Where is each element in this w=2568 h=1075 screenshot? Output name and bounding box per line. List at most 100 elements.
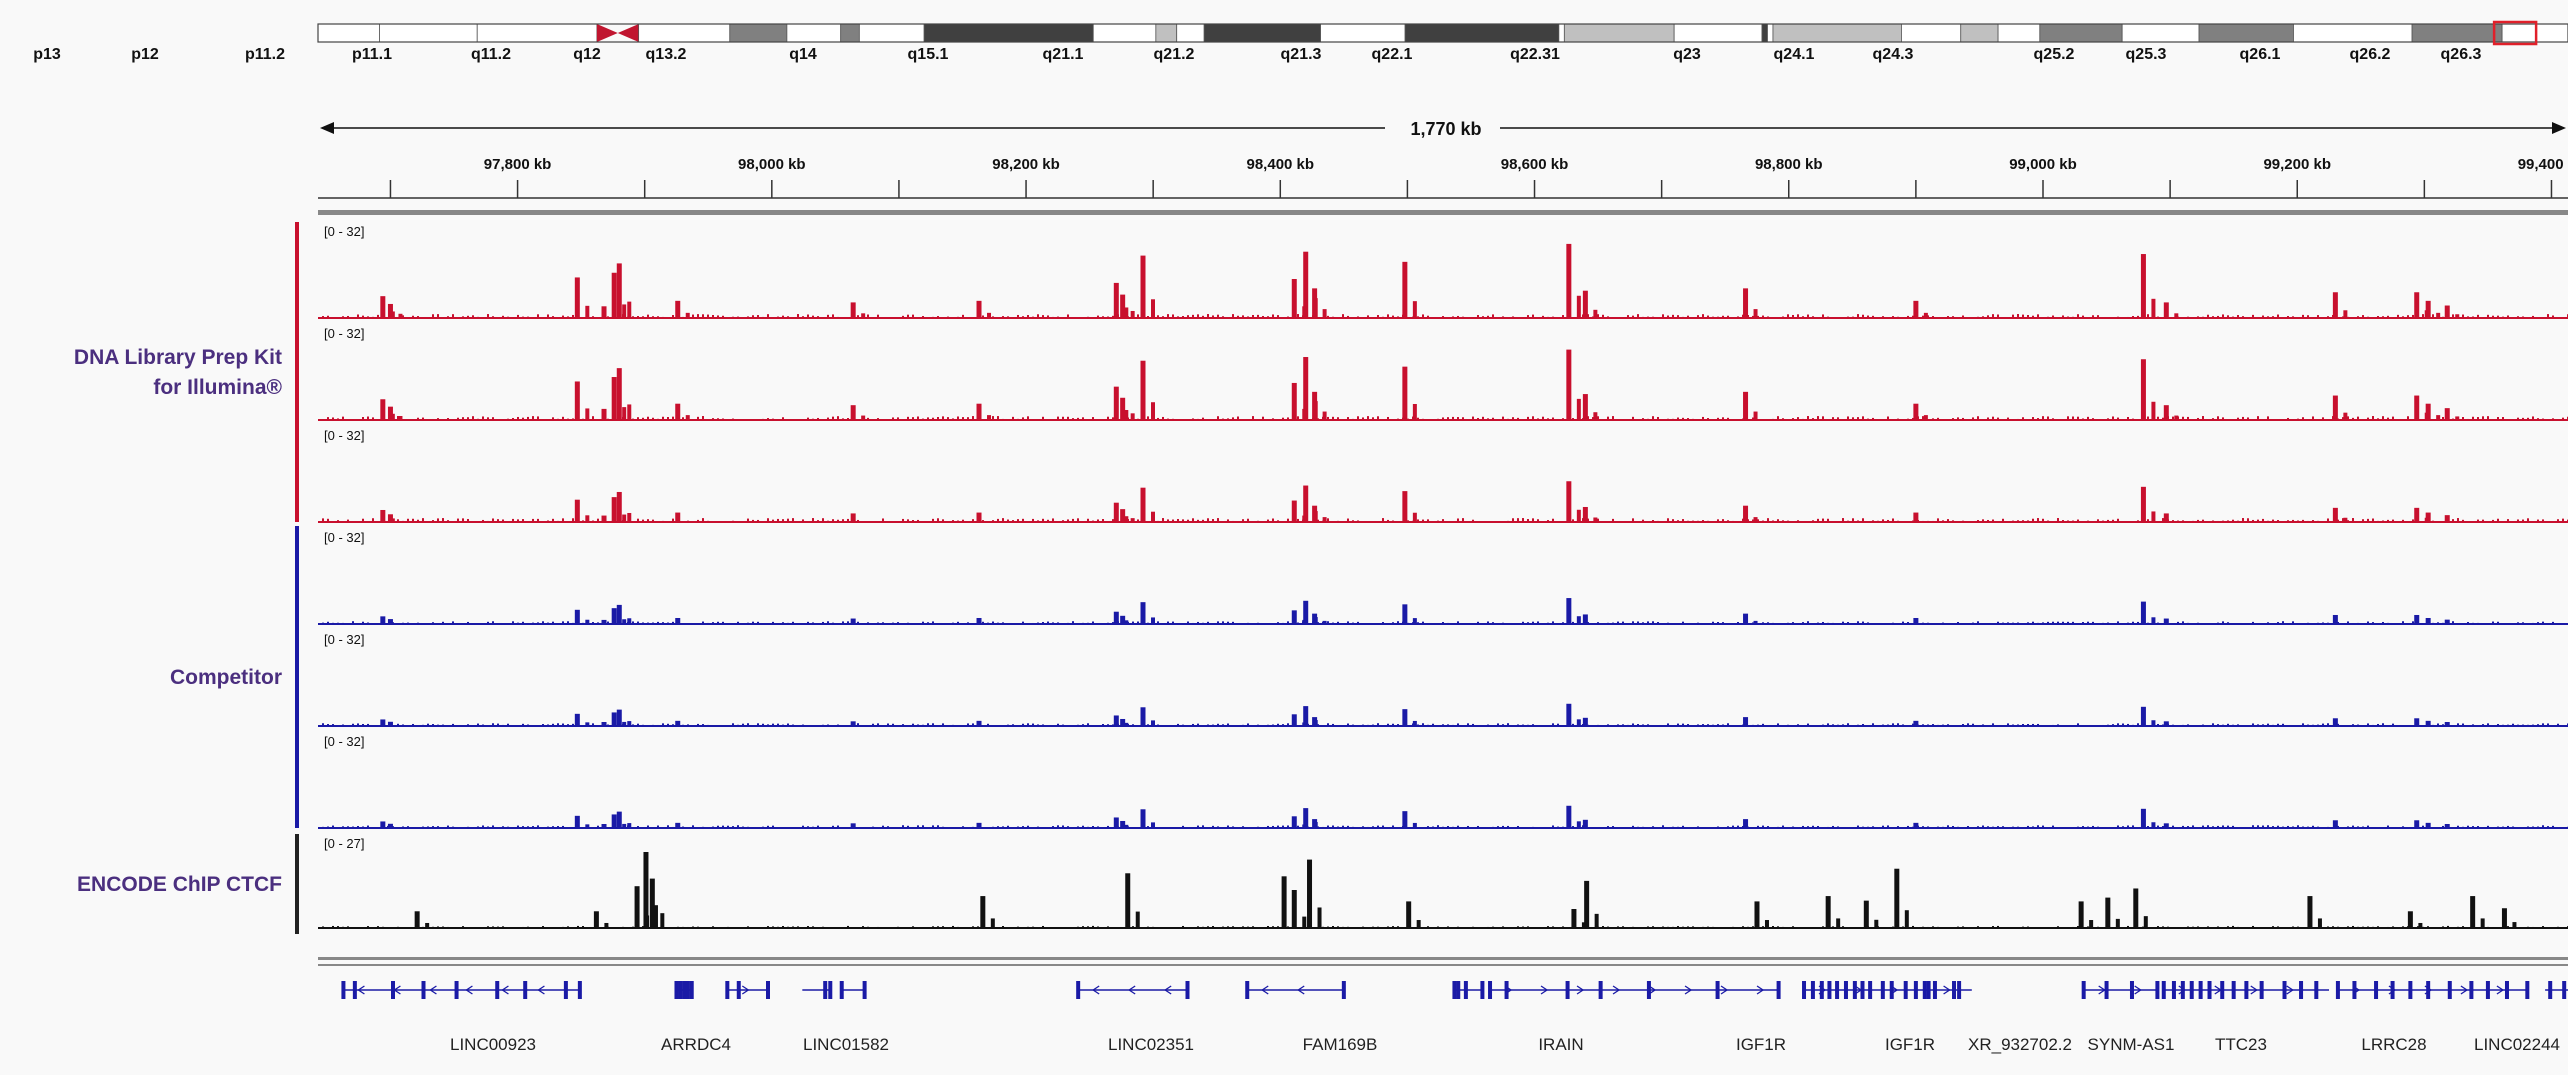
signal-bar xyxy=(1227,418,1229,420)
track-range-label: [0 - 27] xyxy=(324,836,364,851)
signal-peak xyxy=(1151,299,1155,318)
signal-bar xyxy=(2317,826,2319,828)
signal-bar xyxy=(1507,520,1509,522)
signal-bar xyxy=(642,926,644,928)
signal-bar xyxy=(1522,518,1524,522)
gene-feature[interactable] xyxy=(1802,981,1929,999)
signal-bar xyxy=(2482,519,2484,522)
gene-feature[interactable] xyxy=(1245,981,1346,999)
signal-bar xyxy=(1767,518,1769,522)
signal-bar xyxy=(2222,417,2224,420)
signal-bar xyxy=(972,519,974,522)
gene-feature[interactable] xyxy=(2545,981,2568,999)
signal-bar xyxy=(467,315,469,318)
gene-feature[interactable] xyxy=(1926,981,1972,999)
signal-bar xyxy=(2457,825,2459,828)
signal-bar xyxy=(1717,417,1719,420)
signal-bar xyxy=(1387,926,1389,928)
signal-bar xyxy=(1842,621,1844,624)
gene-feature[interactable] xyxy=(1076,981,1190,999)
signal-bar xyxy=(1737,316,1739,318)
signal-bar xyxy=(362,723,364,726)
gene-feature[interactable] xyxy=(802,981,833,999)
signal-bar xyxy=(1912,925,1914,928)
signal-bar xyxy=(2097,826,2099,828)
signal-bar xyxy=(2327,926,2329,928)
signal-bar xyxy=(2292,926,2294,928)
gene-track[interactable]: LINC00923 ARRDC4 LINC01582 LINC02351 FAM169B… xyxy=(341,981,2568,1054)
signal-bar xyxy=(1452,316,1454,318)
signal-bar xyxy=(807,826,809,828)
signal-bar xyxy=(2402,621,2404,624)
signal-bar xyxy=(2462,519,2464,522)
signal-bar xyxy=(2562,417,2564,420)
gene-label[interactable]: SYNM-AS1 xyxy=(2088,1035,2175,1054)
gene-feature[interactable] xyxy=(1452,981,1485,999)
gene-label[interactable]: LINC01582 xyxy=(803,1035,889,1054)
signal-bar xyxy=(807,621,809,624)
signal-bar xyxy=(402,927,404,928)
signal-bar xyxy=(1447,417,1449,420)
gene-label[interactable]: XR_932702.2 xyxy=(1968,1035,2072,1054)
gene-feature[interactable] xyxy=(2161,981,2330,999)
signal-peak xyxy=(1125,873,1131,928)
signal-bar xyxy=(507,826,509,828)
exon xyxy=(495,981,500,999)
signal-bar xyxy=(1552,518,1554,522)
gene-feature[interactable] xyxy=(839,981,867,999)
signal-peak xyxy=(1303,808,1309,828)
signal-bar xyxy=(462,926,464,928)
signal-bar xyxy=(1827,826,1829,828)
signal-bar xyxy=(1207,314,1209,318)
signal-bar xyxy=(1877,623,1879,624)
gene-feature[interactable] xyxy=(2335,981,2530,999)
chromosome-ideogram[interactable]: p13 p12 p11.2 p11.1 q11.2 q12 q13.2 q14 q15.1 q21… xyxy=(33,20,2568,63)
gene-label[interactable]: LINC02244 xyxy=(2474,1035,2560,1054)
gene-label[interactable]: LINC02351 xyxy=(1108,1035,1194,1054)
signal-bar xyxy=(747,926,749,928)
signal-bar xyxy=(1487,315,1489,318)
signal-bar xyxy=(562,825,564,828)
signal-bar xyxy=(762,826,764,828)
signal-bar xyxy=(1372,317,1374,318)
gene-feature[interactable] xyxy=(674,981,694,999)
signal-bar xyxy=(1017,926,1019,928)
exon xyxy=(352,981,357,999)
signal-bar xyxy=(1202,519,1204,522)
signal-bar xyxy=(1862,723,1864,726)
gene-label[interactable]: IGF1R xyxy=(1736,1035,1786,1054)
signal-bar xyxy=(1792,418,1794,420)
gene-feature[interactable] xyxy=(1488,981,1781,999)
signal-bar xyxy=(1657,827,1659,828)
gene-label[interactable]: ARRDC4 xyxy=(661,1035,731,1054)
band-label: q13.2 xyxy=(646,46,687,63)
gene-feature[interactable] xyxy=(2081,981,2160,999)
exon xyxy=(2231,981,2236,999)
signal-peak xyxy=(2140,486,2146,522)
signal-bar xyxy=(917,416,919,420)
signal-bar xyxy=(1202,622,1204,624)
gene-feature[interactable] xyxy=(341,981,582,999)
signal-bar xyxy=(1667,418,1669,420)
gene-label[interactable]: FAM169B xyxy=(1303,1035,1378,1054)
gene-label[interactable]: TTC23 xyxy=(2215,1035,2267,1054)
gene-label[interactable]: LINC00923 xyxy=(450,1035,536,1054)
signal-bar xyxy=(1172,418,1174,420)
signal-peak xyxy=(1130,310,1135,318)
gene-label[interactable]: IRAIN xyxy=(1538,1035,1583,1054)
signal-bar xyxy=(1207,724,1209,726)
signal-bar xyxy=(907,825,909,828)
gene-label[interactable]: IGF1R xyxy=(1885,1035,1935,1054)
gene-label[interactable]: LRRC28 xyxy=(2361,1035,2426,1054)
signal-bar xyxy=(397,416,399,420)
signal-bar xyxy=(2402,316,2404,318)
signal-peak xyxy=(616,491,622,522)
signal-bar xyxy=(2207,825,2209,828)
gene-feature[interactable] xyxy=(725,981,770,999)
signal-bar xyxy=(2132,316,2134,318)
signal-bar xyxy=(1037,314,1039,318)
exon xyxy=(2155,981,2160,999)
signal-bar xyxy=(1587,416,1589,420)
signal-bar xyxy=(2032,518,2034,522)
